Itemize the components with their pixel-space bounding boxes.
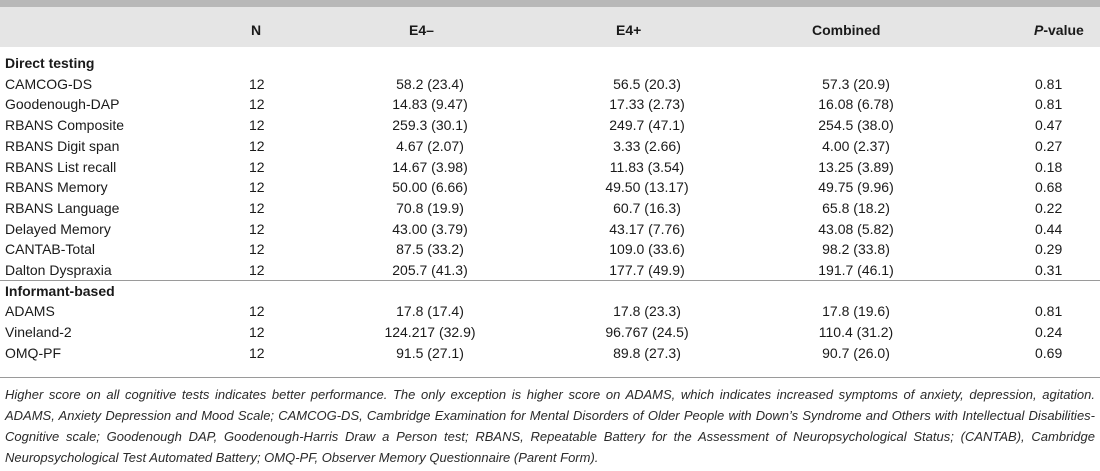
row-combined: 57.3 (20.9) [822, 75, 890, 92]
section-divider [0, 279, 1100, 281]
row-e4-plus: 249.7 (47.1) [609, 117, 685, 134]
row-e4-minus: 91.5 (27.1) [396, 344, 464, 361]
section-title: Informant-based [5, 282, 115, 299]
row-label: RBANS Language [5, 199, 120, 216]
row-e4-plus: 17.33 (2.73) [609, 96, 685, 113]
row-n: 12 [249, 158, 265, 175]
row-p-value: 0.24 [1035, 324, 1063, 341]
row-e4-minus: 58.2 (23.4) [396, 75, 464, 92]
row-label: OMQ-PF [5, 344, 61, 361]
top-rule [0, 0, 1100, 7]
header-p-value-suffix: -value [1043, 22, 1084, 38]
row-p-value: 0.31 [1035, 262, 1063, 278]
row-e4-plus: 43.17 (7.76) [609, 220, 685, 237]
row-n: 12 [249, 179, 265, 196]
row-n: 12 [249, 96, 265, 113]
row-p-value: 0.44 [1035, 220, 1063, 237]
row-e4-minus: 205.7 (41.3) [392, 262, 468, 278]
row-p-value: 0.47 [1035, 117, 1063, 134]
header-n: N [251, 22, 262, 38]
row-label: Vineland-2 [5, 324, 72, 341]
row-e4-plus: 60.7 (16.3) [613, 199, 681, 216]
row-n: 12 [249, 303, 265, 320]
row-e4-plus: 17.8 (23.3) [613, 303, 681, 320]
header-e4-plus: E4+ [616, 22, 642, 38]
row-e4-plus: 177.7 (49.9) [609, 262, 685, 278]
row-combined: 191.7 (46.1) [818, 262, 894, 278]
header-e4-minus: E4– [409, 22, 434, 38]
row-p-value: 0.81 [1035, 96, 1063, 113]
header-p-value: P-value [1034, 20, 1084, 40]
row-label: RBANS Memory [5, 179, 108, 196]
row-n: 12 [249, 241, 265, 258]
row-combined: 17.8 (19.6) [822, 303, 890, 320]
header-p-value-prefix: P [1034, 22, 1044, 38]
row-label: RBANS Digit span [5, 137, 120, 154]
row-n: 12 [249, 117, 265, 134]
row-e4-minus: 4.67 (2.07) [396, 137, 464, 154]
table-header: N E4– E4+ Combined P-value [0, 7, 1100, 47]
row-label: Dalton Dyspraxia [5, 262, 112, 278]
row-e4-minus: 70.8 (19.9) [396, 199, 464, 216]
row-p-value: 0.69 [1035, 344, 1063, 361]
row-label: RBANS Composite [5, 117, 125, 134]
row-label: ADAMS [5, 303, 55, 320]
section-title: Direct testing [5, 55, 95, 71]
row-e4-minus: 124.217 (32.9) [384, 324, 476, 341]
row-e4-plus: 89.8 (27.3) [613, 344, 681, 361]
row-p-value: 0.81 [1035, 303, 1063, 320]
row-e4-plus: 109.0 (33.6) [609, 241, 685, 258]
table-bottom-rule [0, 377, 1100, 378]
row-e4-minus: 50.00 (6.66) [392, 179, 468, 196]
row-e4-minus: 17.8 (17.4) [396, 303, 464, 320]
row-combined: 254.5 (38.0) [818, 117, 894, 134]
row-n: 12 [249, 220, 265, 237]
row-e4-plus: 3.33 (2.66) [613, 137, 681, 154]
row-p-value: 0.22 [1035, 199, 1063, 216]
row-n: 12 [249, 262, 265, 278]
row-n: 12 [249, 344, 265, 361]
row-n: 12 [249, 75, 265, 92]
row-e4-minus: 259.3 (30.1) [392, 117, 468, 134]
row-combined: 13.25 (3.89) [818, 158, 894, 175]
row-e4-minus: 43.00 (3.79) [392, 220, 468, 237]
row-combined: 49.75 (9.96) [818, 179, 894, 196]
row-e4-minus: 14.67 (3.98) [392, 158, 468, 175]
row-combined: 16.08 (6.78) [818, 96, 894, 113]
row-p-value: 0.29 [1035, 241, 1063, 258]
row-combined: 90.7 (26.0) [822, 344, 890, 361]
row-p-value: 0.18 [1035, 158, 1063, 175]
row-combined: 98.2 (33.8) [822, 241, 890, 258]
row-label: CANTAB-Total [5, 241, 95, 258]
row-e4-minus: 87.5 (33.2) [396, 241, 464, 258]
row-e4-plus: 56.5 (20.3) [613, 75, 681, 92]
row-n: 12 [249, 324, 265, 341]
row-label: Goodenough-DAP [5, 96, 120, 113]
row-p-value: 0.81 [1035, 75, 1063, 92]
row-combined: 43.08 (5.82) [818, 220, 894, 237]
row-n: 12 [249, 199, 265, 216]
header-combined: Combined [812, 22, 881, 38]
row-combined: 4.00 (2.37) [822, 137, 890, 154]
row-e4-plus: 49.50 (13.17) [605, 179, 689, 196]
row-e4-plus: 11.83 (3.54) [609, 158, 685, 175]
row-label: CAMCOG-DS [5, 75, 93, 92]
row-label: RBANS List recall [5, 158, 117, 175]
row-label: Delayed Memory [5, 220, 111, 237]
row-e4-minus: 14.83 (9.47) [392, 96, 468, 113]
row-e4-plus: 96.767 (24.5) [605, 324, 689, 341]
row-p-value: 0.27 [1035, 137, 1063, 154]
row-p-value: 0.68 [1035, 179, 1063, 196]
row-n: 12 [249, 137, 265, 154]
row-combined: 110.4 (31.2) [818, 324, 894, 341]
row-combined: 65.8 (18.2) [822, 199, 890, 216]
table-footnote: Higher score on all cognitive tests indi… [5, 387, 1095, 465]
